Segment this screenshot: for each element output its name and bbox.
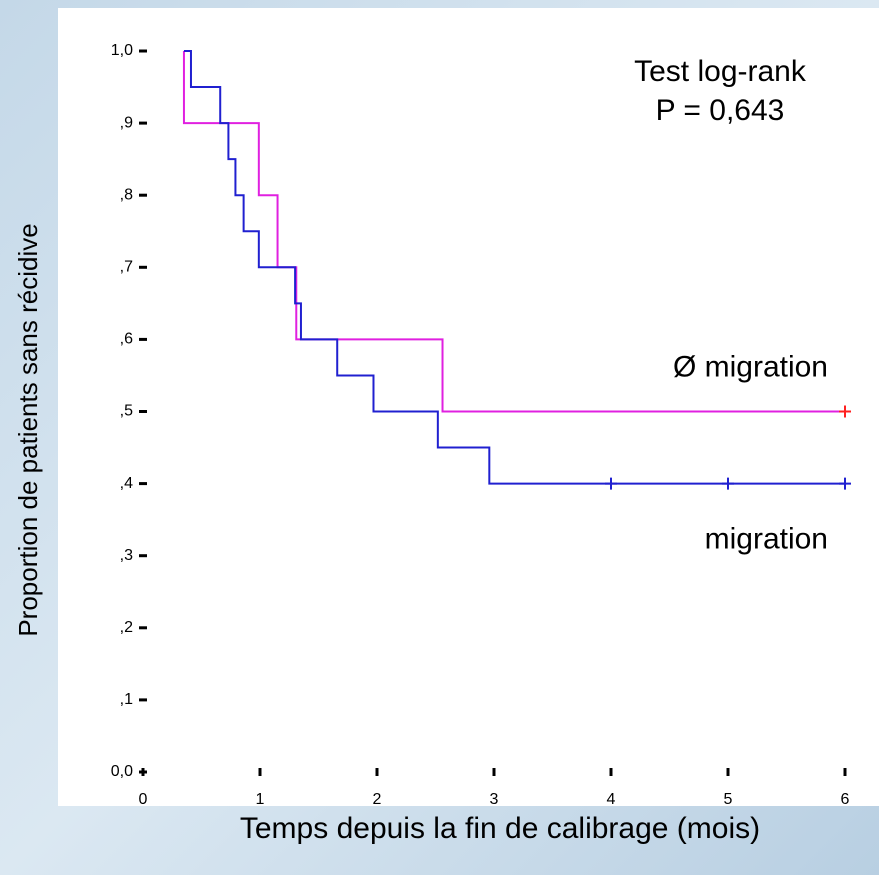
y-tick-label: ,5 [120,403,133,420]
y-tick-label: ,6 [120,331,133,348]
y-tick-label: 0,0 [111,763,133,780]
plot-panel [58,8,879,806]
y-tick-label: ,4 [120,475,133,492]
censor-mark [722,477,734,490]
y-axis-label: Proportion de patients sans récidive [13,223,43,636]
y-tick-label: ,2 [120,619,133,636]
survival-curve [183,50,845,485]
y-tick-label: ,1 [120,691,133,708]
x-axis-label: Temps depuis la fin de calibrage (mois) [240,812,760,845]
x-tick-label: 0 [139,791,148,808]
series-label: Ø migration [673,350,828,383]
y-tick-label: ,9 [120,114,133,131]
annotation: Test log-rank [634,55,807,88]
x-tick-label: 4 [607,791,616,808]
annotation: P = 0,643 [656,94,785,127]
censor-mark [839,477,851,490]
x-tick-label: 1 [256,791,265,808]
censor-mark [839,405,851,418]
y-tick-label: 1,0 [111,42,133,59]
x-tick-label: 5 [724,791,733,808]
censor-mark [605,477,617,490]
x-tick-label: 6 [841,791,850,808]
x-tick-label: 3 [490,791,499,808]
y-tick-label: ,3 [120,547,133,564]
y-tick-label: ,8 [120,186,133,203]
x-tick-label: 2 [373,791,382,808]
series-label: migration [705,523,828,556]
y-tick-label: ,7 [120,259,133,276]
